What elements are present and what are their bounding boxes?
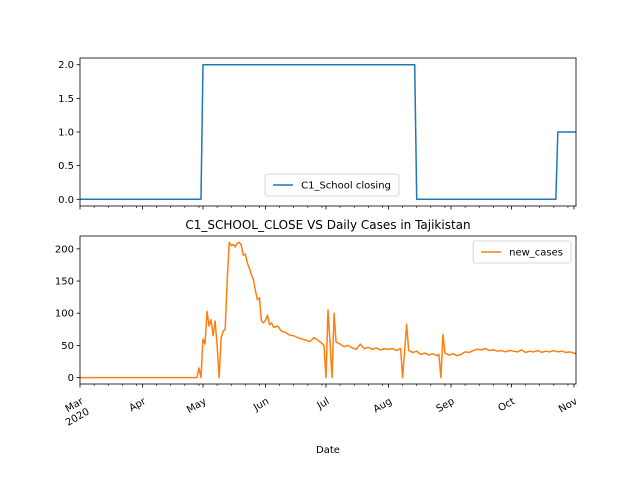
y-tick-label: 2.0	[58, 60, 74, 71]
daily-cases-y-ticks: 0 50 100 150 200	[55, 244, 80, 384]
y-tick-label: 0.0	[58, 195, 74, 206]
daily-cases-legend-label: new_cases	[509, 248, 563, 259]
y-tick-label: 150	[55, 277, 74, 288]
y-tick-label: 100	[55, 309, 74, 320]
y-tick-label: 1.5	[58, 94, 74, 105]
school-closing-series-group	[80, 63, 576, 201]
new-cases-series-line	[80, 241, 577, 379]
y-tick-label: 0	[68, 373, 74, 384]
y-tick-label: 200	[55, 244, 74, 255]
y-tick-label: 0.5	[58, 161, 74, 172]
school-closing-legend-label: C1_School closing	[301, 181, 391, 192]
daily-cases-series-group	[80, 241, 577, 379]
school-closing-legend-box	[264, 173, 400, 197]
school-closing-series-line	[80, 63, 576, 201]
school-closing-y-ticks: 0.0 0.5 1.0 1.5 2.0	[58, 60, 80, 206]
y-tick-label: 50	[61, 341, 74, 352]
daily-cases-legend: new_cases	[472, 240, 572, 264]
x-axis-label: Date	[316, 445, 340, 456]
chart-title: C1_SCHOOL_CLOSE VS Daily Cases in Tajiki…	[185, 218, 470, 232]
school-closing-legend: C1_School closing	[264, 173, 400, 197]
y-tick-label: 1.0	[58, 128, 74, 139]
school-closing-plot-frame	[79, 57, 577, 207]
daily-cases-plot-frame	[79, 235, 577, 385]
school-closing-subplot: 0.0 0.5 1.0 1.5 2.0 C1_School closing	[58, 57, 577, 210]
daily-cases-legend-box	[472, 240, 572, 264]
